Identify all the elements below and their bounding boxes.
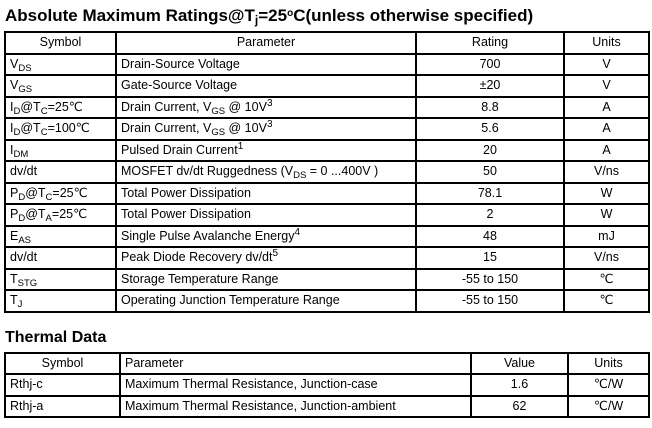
cell-symbol: EAS <box>4 224 117 248</box>
cell-rating: 20 <box>415 138 565 162</box>
cell-units: A <box>563 117 650 141</box>
cell-units: ℃/W <box>567 394 650 418</box>
cell-value: 62 <box>470 394 569 418</box>
cell-units: V <box>563 52 650 76</box>
cell-symbol: Rthj-c <box>4 373 121 397</box>
cell-rating: -55 to 150 <box>415 267 565 291</box>
header-row: Symbol Parameter Value Units <box>4 351 650 375</box>
table-row: EAS Single Pulse Avalanche Energy4 48 mJ <box>4 224 650 248</box>
cell-units: W <box>563 181 650 205</box>
cell-symbol: dv/dt <box>4 160 117 184</box>
cell-parameter: Maximum Thermal Resistance, Junction-amb… <box>119 394 472 418</box>
cell-value: 1.6 <box>470 373 569 397</box>
column-header-symbol: Symbol <box>4 351 121 375</box>
column-header-units: Units <box>563 31 650 55</box>
cell-parameter: Total Power Dissipation <box>115 203 417 227</box>
table-row: TSTG Storage Temperature Range -55 to 150 ℃ <box>4 267 650 291</box>
cell-parameter: Single Pulse Avalanche Energy4 <box>115 224 417 248</box>
cell-rating: -55 to 150 <box>415 289 565 313</box>
absolute-maximum-ratings-table: Symbol Parameter Rating Units VDS Drain-Sourc… <box>4 31 650 313</box>
table-row: dv/dt Peak Diode Recovery dv/dt5 15 V/ns <box>4 246 650 270</box>
column-header-rating: Rating <box>415 31 565 55</box>
column-header-units: Units <box>567 351 650 375</box>
table-row: Rthj-a Maximum Thermal Resistance, Juncti… <box>4 394 650 418</box>
cell-parameter: Drain-Source Voltage <box>115 52 417 76</box>
table-row: VDS Drain-Source Voltage 700 V <box>4 52 650 76</box>
cell-parameter: Drain Current, VGS @ 10V3 <box>115 95 417 119</box>
cell-symbol: PD@TC=25℃ <box>4 181 117 205</box>
cell-symbol: VDS <box>4 52 117 76</box>
cell-rating: 8.8 <box>415 95 565 119</box>
header-row: Symbol Parameter Rating Units <box>4 31 650 55</box>
cell-parameter: Maximum Thermal Resistance, Junction-cas… <box>119 373 472 397</box>
absolute-maximum-ratings-title: Absolute Maximum Ratings@Tj=25oC(unless … <box>5 6 534 27</box>
cell-parameter: Total Power Dissipation <box>115 181 417 205</box>
cell-parameter: Operating Junction Temperature Range <box>115 289 417 313</box>
cell-parameter: Drain Current, VGS @ 10V3 <box>115 117 417 141</box>
cell-rating: ±20 <box>415 74 565 98</box>
cell-units: ℃ <box>563 289 650 313</box>
cell-rating: 15 <box>415 246 565 270</box>
table-row: ID@TC=25℃ Drain Current, VGS @ 10V3 8.8 A <box>4 95 650 119</box>
table-row: Rthj-c Maximum Thermal Resistance, Juncti… <box>4 373 650 397</box>
cell-rating: 50 <box>415 160 565 184</box>
cell-units: ℃/W <box>567 373 650 397</box>
cell-rating: 5.6 <box>415 117 565 141</box>
cell-symbol: Rthj-a <box>4 394 121 418</box>
column-header-parameter: Parameter <box>119 351 472 375</box>
cell-units: A <box>563 95 650 119</box>
table-row: dv/dt MOSFET dv/dt Ruggedness (VDS = 0 ..… <box>4 160 650 184</box>
cell-parameter: Pulsed Drain Current1 <box>115 138 417 162</box>
table-row: ID@TC=100℃ Drain Current, VGS @ 10V3 5.6 A <box>4 117 650 141</box>
column-header-value: Value <box>470 351 569 375</box>
cell-symbol: TSTG <box>4 267 117 291</box>
cell-units: V/ns <box>563 160 650 184</box>
cell-units: V <box>563 74 650 98</box>
cell-units: W <box>563 203 650 227</box>
cell-units: V/ns <box>563 246 650 270</box>
table-row: PD@TA=25℃ Total Power Dissipation 2 W <box>4 203 650 227</box>
thermal-data-title: Thermal Data <box>5 328 107 346</box>
table-row: IDM Pulsed Drain Current1 20 A <box>4 138 650 162</box>
cell-symbol: VGS <box>4 74 117 98</box>
table-row: VGS Gate-Source Voltage ±20 V <box>4 74 650 98</box>
cell-parameter: Peak Diode Recovery dv/dt5 <box>115 246 417 270</box>
cell-rating: 2 <box>415 203 565 227</box>
thermal-data-table: Symbol Parameter Value Units Rthj-c Maximum T… <box>4 351 650 418</box>
cell-parameter: Gate-Source Voltage <box>115 74 417 98</box>
table-row: PD@TC=25℃ Total Power Dissipation 78.1 W <box>4 181 650 205</box>
table-row: TJ Operating Junction Temperature Range -5… <box>4 289 650 313</box>
cell-symbol: TJ <box>4 289 117 313</box>
cell-symbol: IDM <box>4 138 117 162</box>
cell-rating: 48 <box>415 224 565 248</box>
column-header-symbol: Symbol <box>4 31 117 55</box>
cell-symbol: ID@TC=25℃ <box>4 95 117 119</box>
column-header-parameter: Parameter <box>115 31 417 55</box>
cell-rating: 700 <box>415 52 565 76</box>
cell-units: A <box>563 138 650 162</box>
cell-symbol: ID@TC=100℃ <box>4 117 117 141</box>
cell-symbol: PD@TA=25℃ <box>4 203 117 227</box>
cell-parameter: Storage Temperature Range <box>115 267 417 291</box>
cell-units: mJ <box>563 224 650 248</box>
cell-rating: 78.1 <box>415 181 565 205</box>
cell-parameter: MOSFET dv/dt Ruggedness (VDS = 0 ...400V… <box>115 160 417 184</box>
cell-units: ℃ <box>563 267 650 291</box>
cell-symbol: dv/dt <box>4 246 117 270</box>
